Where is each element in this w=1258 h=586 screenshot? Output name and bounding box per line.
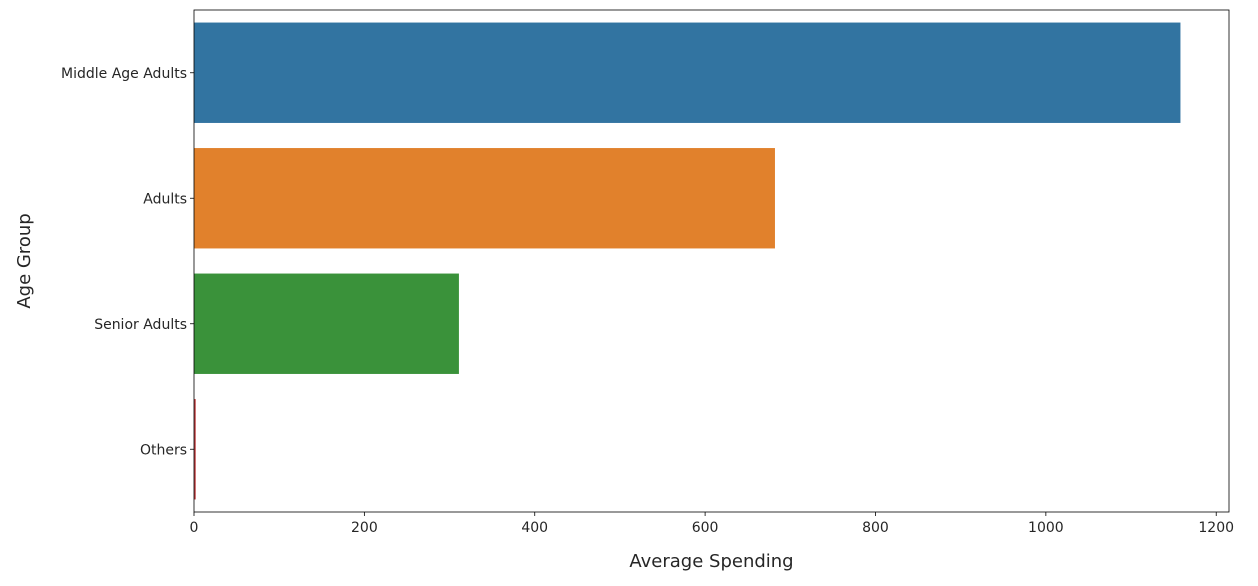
x-tick-label: 0 xyxy=(190,520,199,536)
x-tick-label: 400 xyxy=(521,520,548,536)
x-ticks: 0 200 400 600 800 1000 1200 xyxy=(190,512,1234,536)
bars-layer xyxy=(194,22,1181,500)
x-tick-label: 1000 xyxy=(1028,520,1064,536)
bar xyxy=(194,273,459,374)
y-tick-label: Senior Adults xyxy=(94,317,187,333)
x-tick-label: 1200 xyxy=(1198,520,1234,536)
y-tick-label: Others xyxy=(140,442,187,458)
x-tick-label: 200 xyxy=(351,520,378,536)
bar xyxy=(194,148,775,249)
x-axis-label: Average Spending xyxy=(629,551,793,572)
plot-frame xyxy=(193,9,1230,513)
x-tick-label: 800 xyxy=(862,520,889,536)
y-axis-label: Age Group xyxy=(14,213,35,308)
y-tick-label: Adults xyxy=(143,191,187,207)
x-tick-label: 600 xyxy=(692,520,719,536)
y-tick-label: Middle Age Adults xyxy=(61,66,187,82)
y-ticks: Middle Age Adults Adults Senior Adults Othe… xyxy=(61,66,194,458)
bar xyxy=(194,399,196,500)
bar xyxy=(194,22,1181,123)
